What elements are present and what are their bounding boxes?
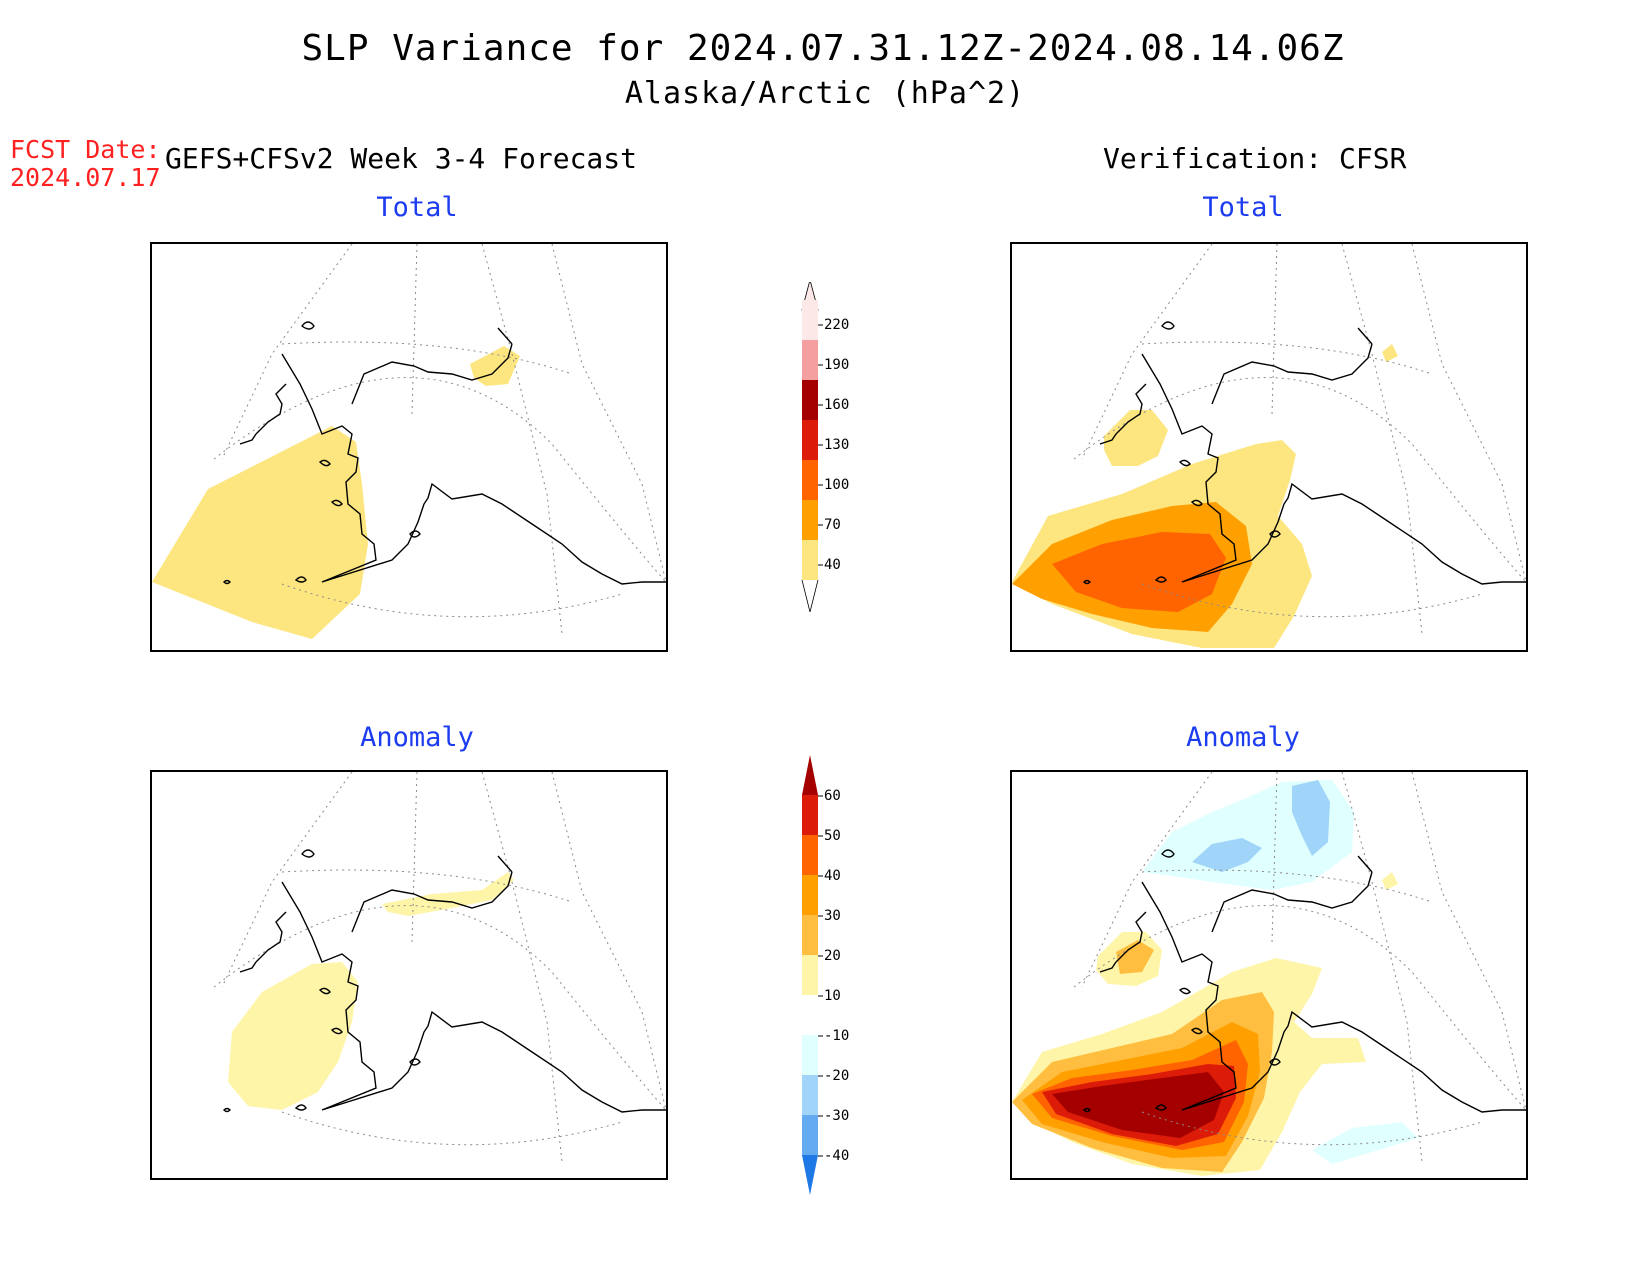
- colorbar-swatch: [802, 955, 818, 995]
- total-colorbar-label: 130: [824, 437, 850, 453]
- forecast-anomaly-map-svg: [213, 772, 666, 1163]
- colorbar-swatch: [802, 500, 818, 540]
- anomaly-colorbar-label: -10: [824, 1028, 850, 1044]
- anomaly-colorbar-label: 50: [824, 828, 841, 844]
- anomaly-contour-20: [1116, 940, 1154, 974]
- verif-anomaly-title: Anomaly: [1186, 722, 1300, 753]
- verif-anomaly-map-svg: [1012, 772, 1526, 1176]
- anomaly-contour-neg20: [1192, 838, 1262, 872]
- total-colorbar-label: 40: [824, 557, 841, 573]
- figure-title: SLP Variance for 2024.07.31.12Z-2024.08.…: [301, 28, 1345, 69]
- variance-contour-40: [470, 346, 520, 386]
- total-colorbar-label: 220: [824, 317, 850, 333]
- colorbar-swatch: [802, 1155, 818, 1195]
- anomaly-colorbar-label: -40: [824, 1148, 850, 1164]
- forecast-total-title: Total: [376, 192, 458, 223]
- verif-total-map-svg: [1012, 244, 1526, 648]
- anomaly-contour-10: [382, 872, 514, 916]
- anomaly-colorbar-label: 60: [824, 788, 841, 804]
- anomaly-colorbar-ticks: [818, 795, 823, 1157]
- variance-contour-40: [1382, 344, 1398, 362]
- anomaly-colorbar-label: -20: [824, 1068, 850, 1084]
- total-colorbar-label: 70: [824, 517, 841, 533]
- verif-anomaly-map: [1010, 770, 1528, 1180]
- colorbar-swatch: [802, 755, 818, 795]
- fcst-date-value: 2024.07.17: [10, 163, 161, 192]
- anomaly-contour-10: [228, 962, 358, 1110]
- anomaly-colorbar-label: -30: [824, 1108, 850, 1124]
- anomaly-colorbar-svg: [802, 755, 823, 1195]
- verification-label: Verification: CFSR: [1103, 142, 1407, 175]
- colorbar-swatch: [801, 579, 819, 613]
- anomaly-colorbar: 60 50 40 30 20 10 -10 -20 -30 -40: [792, 755, 872, 1195]
- coastline: [1083, 849, 1526, 1113]
- anomaly-colorbar-label: 10: [824, 988, 841, 1004]
- total-colorbar-label: 100: [824, 477, 850, 493]
- forecast-total-map-svg: [152, 244, 666, 639]
- variance-contour-100: [1052, 532, 1226, 612]
- colorbar-swatch: [802, 460, 818, 500]
- anomaly-colorbar-label: 40: [824, 868, 841, 884]
- total-colorbar-label: 160: [824, 397, 850, 413]
- colorbar-swatch: [802, 995, 818, 1035]
- coastline: [1083, 321, 1526, 585]
- colorbar-swatch: [802, 380, 818, 420]
- anomaly-colorbar-label: 20: [824, 948, 841, 964]
- forecast-anomaly-map: [150, 770, 668, 1180]
- colorbar-swatch: [802, 915, 818, 955]
- total-colorbar-label: 190: [824, 357, 850, 373]
- total-colorbar-svg: [801, 278, 823, 613]
- verif-total-map: [1010, 242, 1528, 652]
- colorbar-swatch: [802, 875, 818, 915]
- anomaly-colorbar-label: 30: [824, 908, 841, 924]
- colorbar-swatch: [802, 340, 818, 380]
- colorbar-swatch: [802, 835, 818, 875]
- colorbar-swatch: [802, 1075, 818, 1115]
- forecast-total-map: [150, 242, 668, 652]
- coastline: [223, 849, 666, 1113]
- anomaly-colorbar-swatches: [802, 755, 818, 1195]
- coastline: [223, 321, 666, 585]
- fcst-date-label: FCST Date:: [10, 135, 161, 164]
- colorbar-swatch: [802, 420, 818, 460]
- colorbar-swatch: [802, 795, 818, 835]
- forecast-model-label: GEFS+CFSv2 Week 3-4 Forecast: [165, 142, 638, 175]
- anomaly-contour-neg20: [1292, 780, 1330, 856]
- fcst-date-block: FCST Date: 2024.07.17: [10, 136, 161, 192]
- total-colorbar-swatches: [801, 278, 819, 613]
- anomaly-contour-10: [1382, 872, 1398, 890]
- total-colorbar-ticks: [818, 324, 823, 566]
- verif-total-title: Total: [1202, 192, 1284, 223]
- variance-contour-40: [152, 426, 368, 639]
- total-colorbar: 220 190 160 130 100 70 40: [792, 278, 872, 613]
- colorbar-swatch: [802, 540, 818, 580]
- anomaly-contour-60: [1052, 1072, 1224, 1138]
- colorbar-swatch: [802, 1035, 818, 1075]
- colorbar-swatch: [802, 300, 818, 340]
- anomaly-contour-neg10: [1312, 1122, 1418, 1164]
- colorbar-swatch: [802, 1115, 818, 1155]
- variance-contour-40: [1104, 410, 1168, 466]
- figure-subtitle: Alaska/Arctic (hPa^2): [624, 76, 1026, 111]
- forecast-anomaly-title: Anomaly: [360, 722, 474, 753]
